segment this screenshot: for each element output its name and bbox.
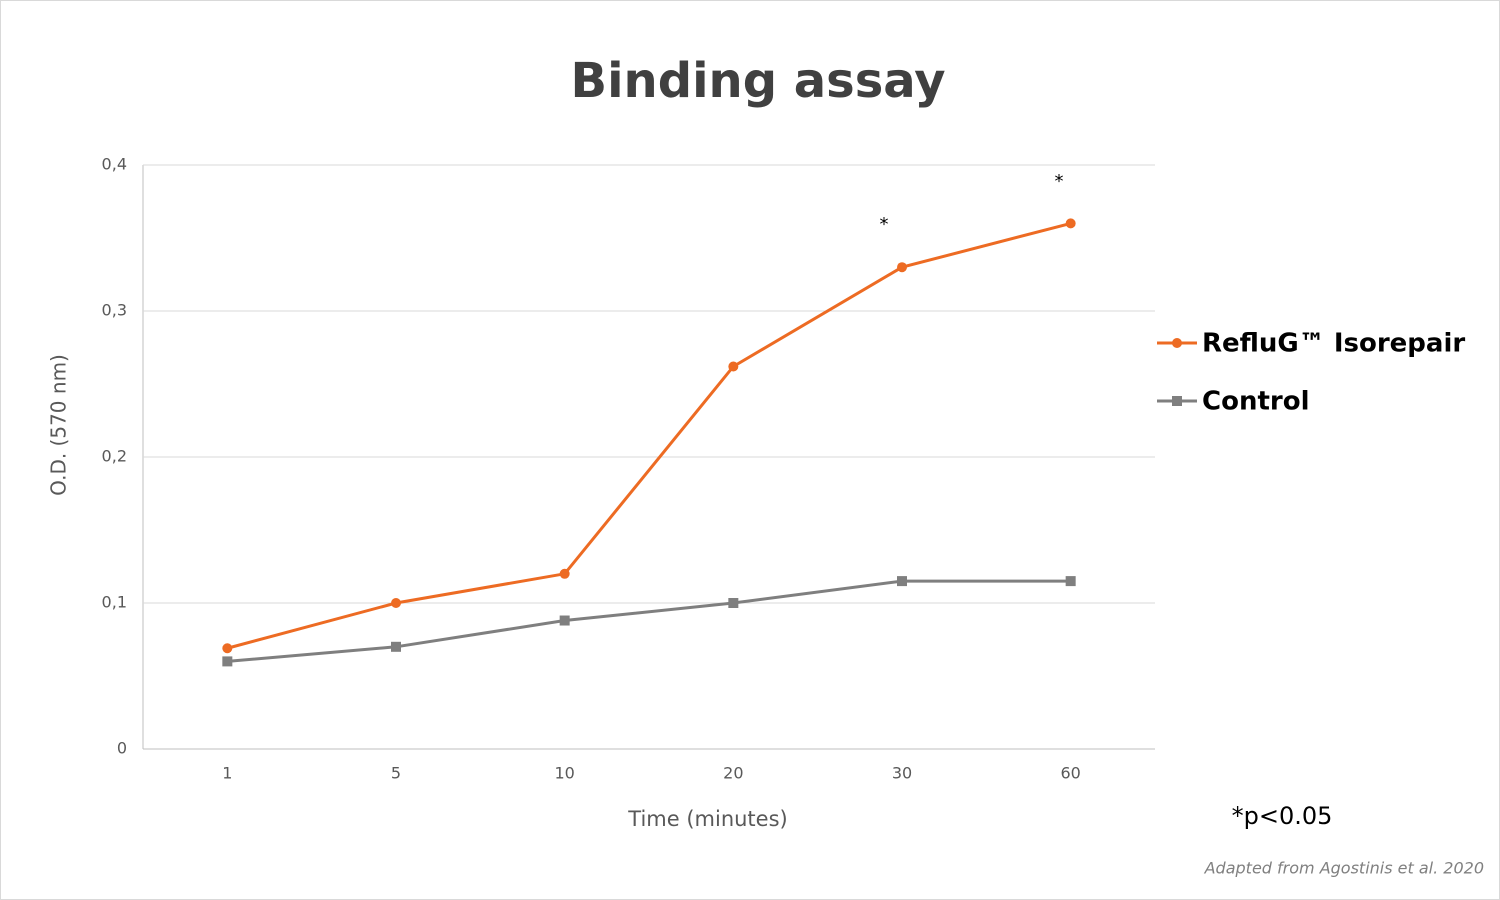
point-marker [728,361,739,372]
annotation: *p<0.05 [1232,802,1333,830]
point-marker [897,262,907,273]
series-line [227,579,1071,663]
series-line [226,221,1072,650]
x-tick-label: 1 [222,764,232,783]
annotation: * [1055,171,1064,192]
point-marker [559,568,570,579]
y-tick-label: 0,2 [102,447,127,466]
point-marker [1172,338,1182,348]
point-marker [391,598,401,608]
point-marker [222,643,233,654]
legend-label: Control [1202,387,1309,417]
point-marker [1065,576,1076,587]
x-tick-label: 5 [391,764,401,783]
x-axis-label: Time (minutes) [627,807,787,831]
point-marker [897,576,907,587]
annotation: Adapted from Agostinis et al. 2020 [1204,859,1484,878]
point-marker [1172,396,1182,406]
x-tick-label: 10 [554,764,574,783]
point-marker [391,641,401,652]
point-marker [559,615,570,626]
y-axis-label: O.D. (570 nm) [47,354,71,496]
point-marker [222,656,233,667]
point-marker [728,598,739,608]
point-marker [1065,218,1076,229]
y-tick-label: 0,4 [102,155,127,174]
y-tick-label: 0,1 [102,593,127,612]
x-tick-label: 30 [892,764,912,783]
y-tick-label: 0,3 [102,301,127,320]
x-tick-label: 20 [723,764,743,783]
chart-title: Binding assay [571,53,946,109]
legend-label: RefluG™ Isorepair [1202,329,1465,359]
annotation: * [880,214,889,235]
x-tick-label: 60 [1060,764,1080,783]
y-tick-label: 0 [117,739,127,758]
